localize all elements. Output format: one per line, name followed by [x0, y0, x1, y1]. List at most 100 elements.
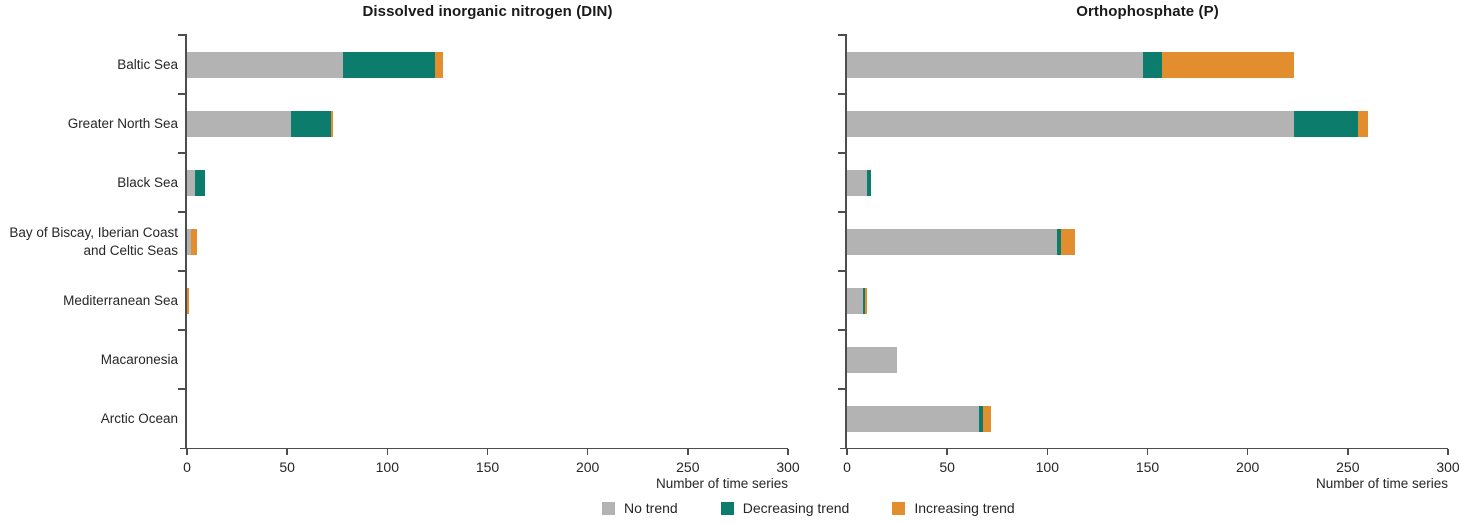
bar-segment-increasing-trend [1161, 51, 1294, 78]
y-axis-tick [838, 388, 846, 390]
x-axis-tick [687, 449, 689, 455]
y-axis-line [185, 34, 187, 449]
x-tick-label: 100 [1035, 459, 1059, 475]
x-tick-label: 250 [676, 459, 700, 475]
y-axis-tick [178, 34, 186, 36]
bar-segment-no-trend [847, 405, 980, 432]
x-axis-tick [386, 449, 389, 455]
y-axis-tick [178, 270, 186, 272]
bar-segment-increasing-trend [187, 287, 189, 314]
x-axis-label: Number of time series [1315, 476, 1448, 491]
category-label-mediterranean-sea: Mediterranean Sea [63, 292, 178, 308]
chart-title-p: Orthophosphate (P) [1076, 3, 1219, 20]
bar-segment-increasing-trend [865, 287, 868, 314]
bar-segment-no-trend [187, 169, 195, 196]
x-axis-tick [1246, 449, 1249, 455]
legend-item-no-trend: No trend [602, 500, 678, 516]
bar-segment-decreasing-trend [195, 169, 206, 196]
legend-label: Decreasing trend [742, 500, 850, 516]
category-label-black-sea: Black Sea [117, 174, 178, 190]
x-axis-tick [787, 449, 789, 455]
y-axis-tick [838, 211, 846, 213]
bar-segment-increasing-trend [1061, 228, 1076, 255]
bar-segment-no-trend [847, 169, 868, 196]
x-axis-tick [846, 449, 848, 455]
bar-segment-decreasing-trend [979, 405, 984, 432]
y-axis-tick [838, 93, 846, 95]
x-tick-label: 200 [575, 459, 600, 475]
x-axis-tick [1046, 449, 1049, 455]
legend-swatch-icon [720, 501, 734, 515]
x-axis-line [840, 447, 1448, 449]
x-tick-label: 0 [843, 459, 851, 475]
bar-segment-no-trend [187, 110, 292, 137]
plot-area: 0 50 100 150 200 250 300 [178, 34, 800, 475]
x-axis-tick [1347, 449, 1349, 455]
bar-segment-no-trend [187, 228, 191, 255]
bar-segment-no-trend [847, 346, 898, 373]
bar-segment-decreasing-trend [863, 287, 866, 314]
x-tick-label: 100 [375, 459, 399, 475]
x-tick-label: 200 [1235, 459, 1260, 475]
y-axis-tick [178, 211, 186, 213]
category-label-greater-north-sea: Greater North Sea [67, 115, 178, 131]
category-label-bay-of-biscay-iberian-coast-and-celtic-seas: Bay of Biscay, Iberian Coast and Celtic … [9, 224, 178, 258]
x-axis-tick [1447, 449, 1449, 455]
y-axis-tick [178, 388, 186, 390]
bar-segment-no-trend [847, 51, 1144, 78]
category-label-macaronesia: Macaronesia [100, 351, 178, 367]
legend-item-increasing-trend: Increasing trend [892, 500, 1015, 516]
bar-segment-increasing-trend [983, 405, 992, 432]
x-tick-label: 50 [279, 459, 295, 475]
bar-segment-decreasing-trend [1293, 110, 1358, 137]
legend-label: No trend [624, 500, 678, 516]
y-axis-tick [838, 34, 846, 36]
x-axis-tick [1146, 449, 1149, 455]
x-axis-tick [486, 449, 489, 455]
chart-title-din: Dissolved inorganic nitrogen (DIN) [362, 3, 613, 20]
x-axis-tick [946, 449, 948, 455]
y-axis-tick [838, 152, 846, 154]
bar-segment-decreasing-trend [1057, 228, 1062, 255]
bar-segment-decreasing-trend [1143, 51, 1162, 78]
bar-segment-decreasing-trend [343, 51, 436, 78]
category-label-baltic-sea: Baltic Sea [117, 56, 178, 72]
y-axis-tick [178, 329, 186, 331]
category-labels: Baltic Sea Greater North Sea Black Sea Bay … [0, 35, 178, 448]
legend: No trend Decreasing trend Increasing trend [602, 500, 1015, 516]
x-axis-label: Number of time series [655, 476, 788, 491]
legend-swatch-icon [892, 501, 906, 515]
legend-label: Increasing trend [914, 500, 1015, 516]
y-axis-tick [838, 329, 846, 331]
plot-area: 0 50 100 150 200 250 300 [838, 34, 1459, 475]
x-tick-label: 300 [1436, 459, 1459, 475]
x-tick-label: 300 [776, 459, 800, 475]
x-tick-label: 250 [1336, 459, 1360, 475]
bar-segment-decreasing-trend [291, 110, 332, 137]
bar-segment-no-trend [847, 110, 1294, 137]
x-axis-tick [186, 449, 188, 455]
legend-item-decreasing-trend: Decreasing trend [720, 500, 850, 516]
bar-segment-increasing-trend [331, 110, 334, 137]
legend-swatch-icon [602, 501, 615, 515]
category-label-arctic-ocean: Arctic Ocean [100, 410, 178, 426]
y-axis-tick [178, 93, 186, 95]
y-axis-tick [838, 270, 846, 272]
x-tick-label: 150 [1135, 459, 1160, 475]
bar-segment-increasing-trend [191, 228, 197, 255]
bar-segment-increasing-trend [1357, 110, 1368, 137]
x-axis-line [180, 447, 788, 449]
bar-segment-no-trend [847, 287, 864, 314]
x-tick-label: 50 [939, 459, 955, 475]
y-axis-line [845, 34, 847, 449]
bar-segment-decreasing-trend [867, 169, 872, 196]
y-axis-tick [178, 152, 186, 154]
bar-segment-increasing-trend [435, 51, 444, 78]
bar-segment-no-trend [847, 228, 1058, 255]
x-tick-label: 0 [183, 459, 191, 475]
x-axis-tick [286, 449, 288, 455]
bar-segment-no-trend [187, 51, 344, 78]
